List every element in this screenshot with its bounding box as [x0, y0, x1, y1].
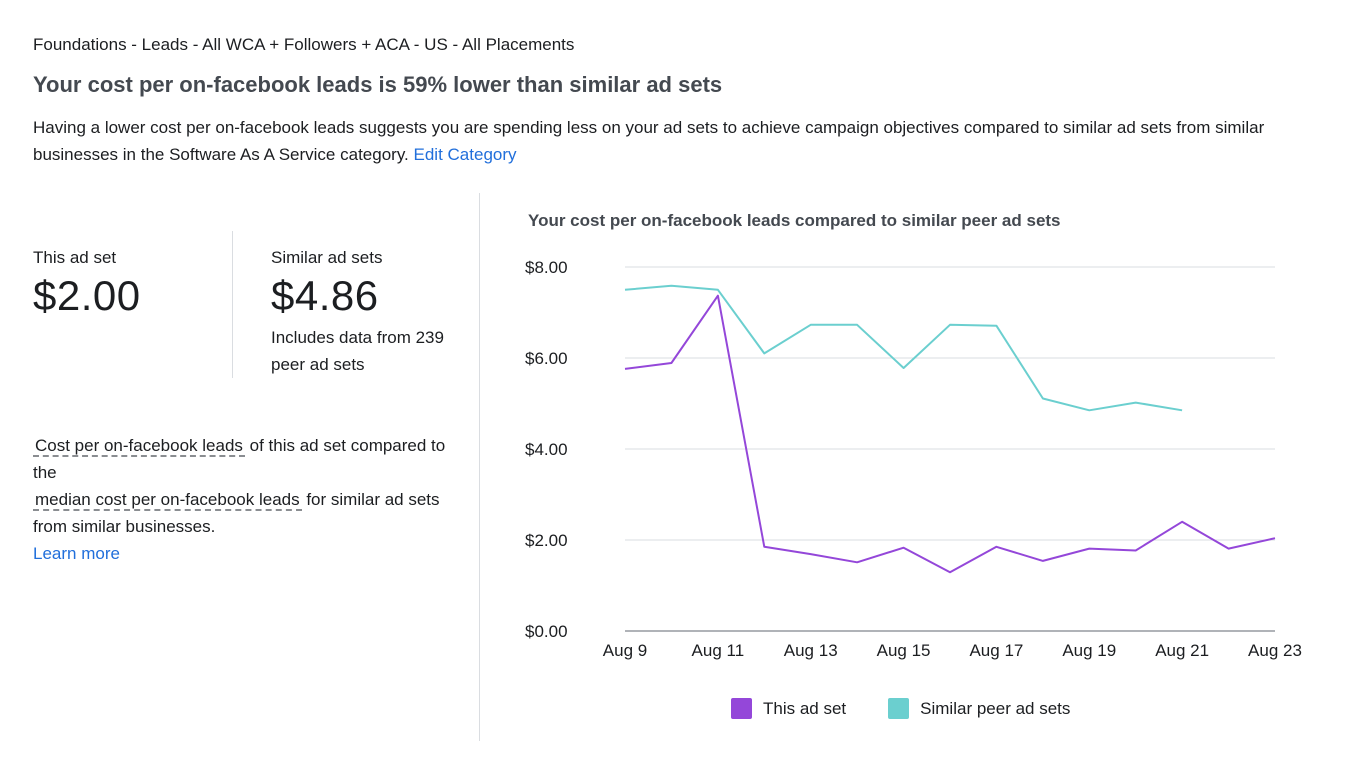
this-ad-set-value: $2.00 — [33, 272, 141, 319]
cost-comparison-chart: $0.00 $2.00 $4.00 $6.00 $8.00 Aug 9 Aug 11 Aug … — [525, 258, 1302, 660]
learn-more-link[interactable]: Learn more — [33, 544, 120, 563]
x-tick-label: Aug 19 — [1062, 641, 1116, 660]
this-ad-set-stat: This ad set $2.00 — [33, 248, 141, 320]
y-tick-label: $8.00 — [525, 258, 568, 277]
breadcrumb: Foundations - Leads - All WCA + Follower… — [33, 35, 575, 54]
chart-legend: This ad set Similar peer ad sets — [731, 698, 1112, 719]
x-tick-label: Aug 23 — [1248, 641, 1302, 660]
x-tick-label: Aug 9 — [603, 641, 647, 660]
x-tick-label: Aug 21 — [1155, 641, 1209, 660]
x-tick-label: Aug 13 — [784, 641, 838, 660]
legend-item-similar[interactable]: Similar peer ad sets — [888, 698, 1070, 719]
similar-ad-sets-value: $4.86 — [271, 272, 379, 319]
page-title: Your cost per on-facebook leads is 59% l… — [33, 72, 723, 97]
y-tick-label: $0.00 — [525, 622, 568, 641]
edit-category-link[interactable]: Edit Category — [413, 145, 517, 164]
section-divider — [479, 193, 480, 741]
description-text: Having a lower cost per on-facebook lead… — [33, 118, 1265, 164]
similar-ad-sets-stat: Similar ad sets $4.86 Includes data from… — [271, 248, 451, 378]
y-tick-label: $4.00 — [525, 440, 568, 459]
this-ad-set-label: This ad set — [33, 248, 117, 267]
y-tick-label: $6.00 — [525, 349, 568, 368]
y-tick-label: $2.00 — [525, 531, 568, 550]
series-line-this-ad-set[interactable] — [624, 294, 1276, 574]
median-cost-term[interactable]: median cost per on-facebook leads — [33, 490, 302, 511]
x-tick-label: Aug 17 — [969, 641, 1023, 660]
legend-swatch-this — [731, 698, 752, 719]
chart-title: Your cost per on-facebook leads compared… — [528, 211, 1061, 230]
explain-text-1: of this ad set compared to the — [33, 436, 446, 482]
x-tick-label: Aug 11 — [692, 641, 745, 660]
metric-explanation: Cost per on-facebook leads of this ad se… — [33, 432, 453, 567]
peer-count-note: Includes data from 239 peer ad sets — [271, 328, 444, 374]
series-line-similar-peer-ad-sets[interactable] — [624, 284, 1183, 412]
legend-item-this[interactable]: This ad set — [731, 698, 846, 719]
explain-text-2: for similar ad sets from similar busines… — [33, 490, 440, 536]
stat-divider — [232, 231, 233, 378]
legend-swatch-similar — [888, 698, 910, 719]
legend-label-similar: Similar peer ad sets — [920, 698, 1071, 718]
description: Having a lower cost per on-facebook lead… — [33, 114, 1303, 168]
x-tick-label: Aug 15 — [877, 641, 931, 660]
legend-label-this: This ad set — [763, 698, 847, 718]
similar-ad-sets-label: Similar ad sets — [271, 248, 383, 267]
cost-per-lead-term[interactable]: Cost per on-facebook leads — [33, 436, 245, 457]
